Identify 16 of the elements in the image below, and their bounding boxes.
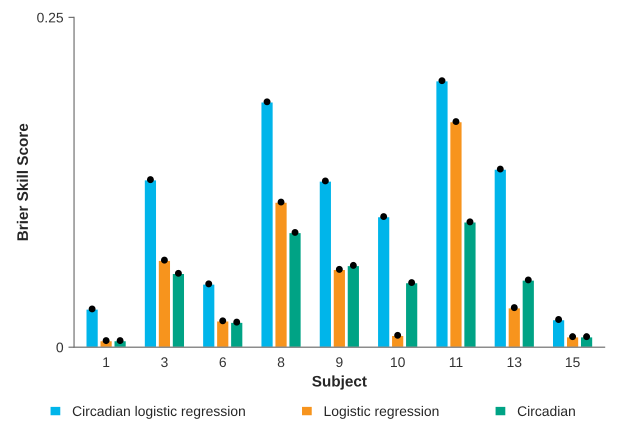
x-tick-label: 15 xyxy=(566,357,580,368)
y-tick-label: 0.25 xyxy=(37,12,64,23)
x-tick-label: 3 xyxy=(161,357,168,368)
legend-label: Circadian xyxy=(518,406,575,416)
x-tick-label: 1 xyxy=(103,357,110,367)
y-tick-label: 0 xyxy=(56,342,64,352)
legend-label: Logistic regression xyxy=(324,406,438,419)
x-axis-title: Subject xyxy=(312,375,367,390)
x-tick-label: 9 xyxy=(336,357,343,368)
x-tick-label: 13 xyxy=(508,357,522,368)
x-tick-label: 10 xyxy=(390,357,405,368)
x-tick-label: 6 xyxy=(220,357,226,368)
y-axis-title: Brier Skill Score xyxy=(16,124,28,240)
x-tick-label: 8 xyxy=(278,357,284,368)
x-tick-label: 11 xyxy=(450,357,463,367)
legend-label: Circadian logistic regression xyxy=(72,406,245,419)
